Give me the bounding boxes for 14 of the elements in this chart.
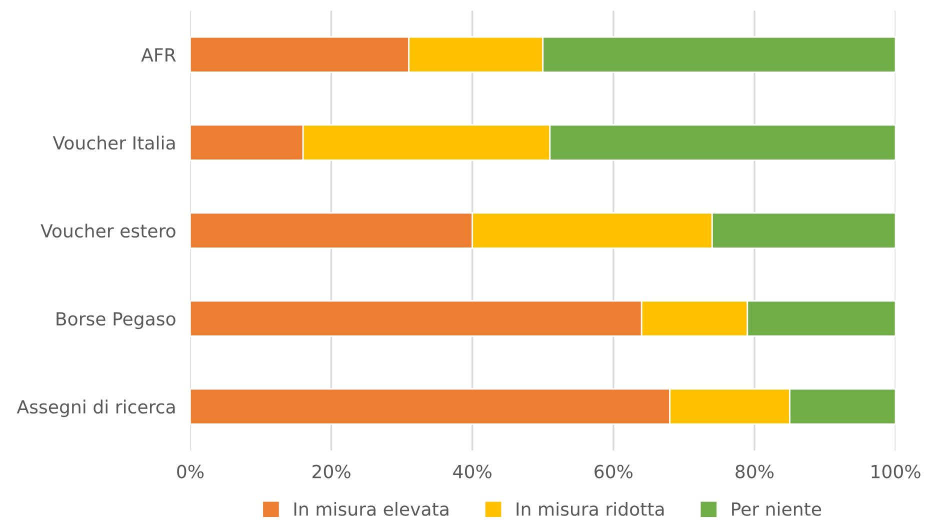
legend-label: In misura ridotta (516, 502, 664, 516)
x-tick-label: 80% (736, 464, 774, 478)
x-tick-label: 20% (312, 464, 350, 478)
legend-label: Per niente (732, 502, 822, 516)
x-tick-label: 0% (177, 464, 204, 478)
x-tick-label: 40% (453, 464, 492, 478)
y-tick-label: Borse Pegaso (56, 312, 176, 330)
y-tick-label: Assegni di ricerca (16, 400, 175, 418)
x-tick-label: 60% (594, 464, 632, 478)
y-tick-label: Voucher Italia (52, 136, 175, 150)
y-tick-label: Voucher estero (40, 224, 176, 238)
y-tick-label: AFR (141, 48, 176, 62)
x-tick-label: 100% (872, 464, 920, 478)
legend-label: In misura elevata (294, 502, 448, 516)
